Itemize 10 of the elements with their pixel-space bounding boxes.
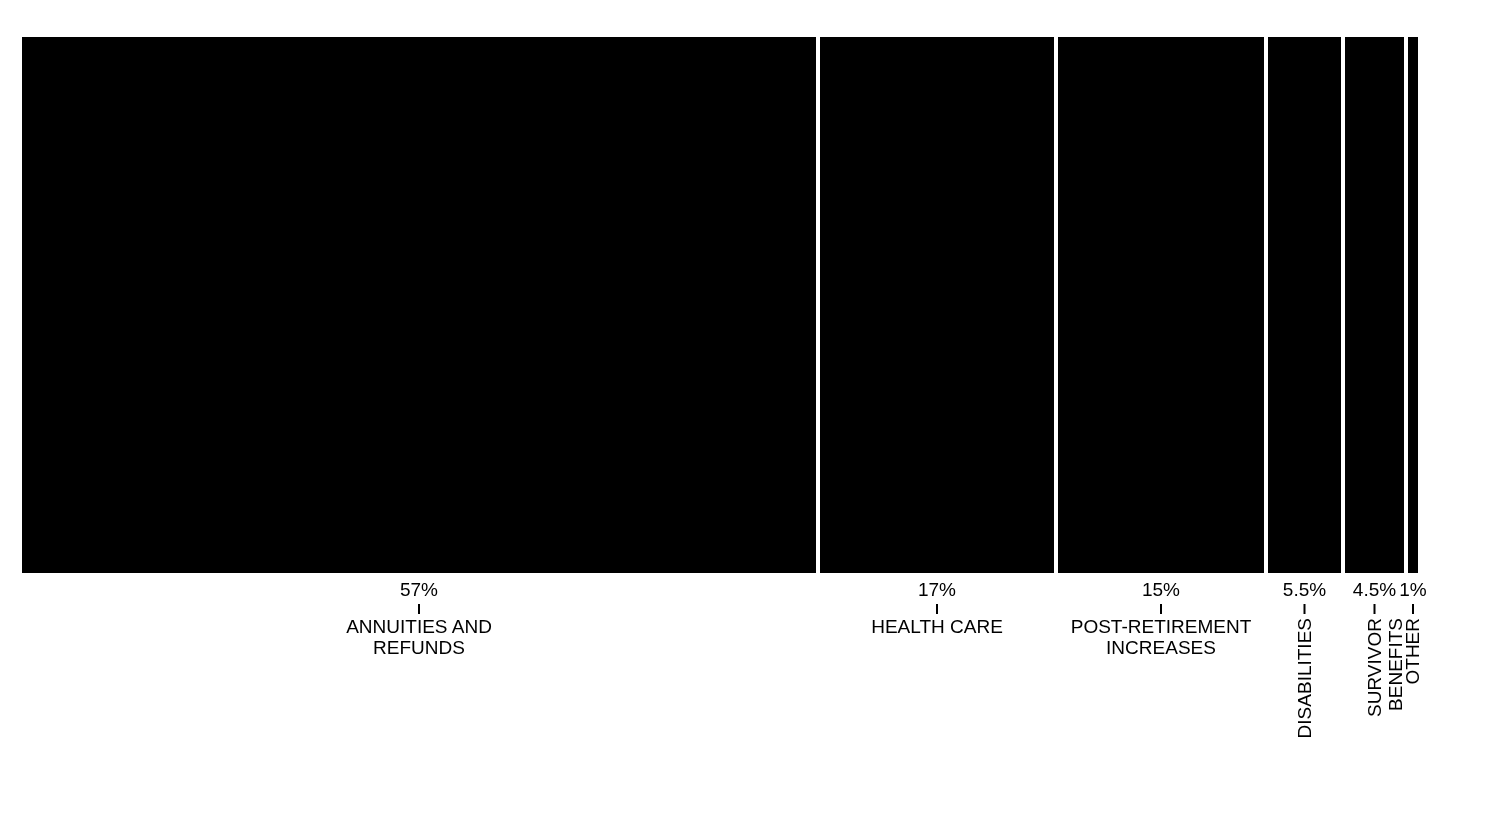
data-label: 5.5% [1282,579,1327,600]
text: HEALTH CARE [871,616,1003,637]
data-label: 4.5% [1352,579,1397,600]
text: POST-RETIREMENT INCREASES [1070,616,1252,658]
text: DISABILITIES [1293,618,1315,739]
text: ANNUITIES AND REFUNDS [346,616,492,658]
data-label: 57% [399,579,439,600]
data-label: 1% [1399,579,1427,600]
data-label: 17% [917,579,957,600]
data-label: 15% [1141,579,1181,600]
